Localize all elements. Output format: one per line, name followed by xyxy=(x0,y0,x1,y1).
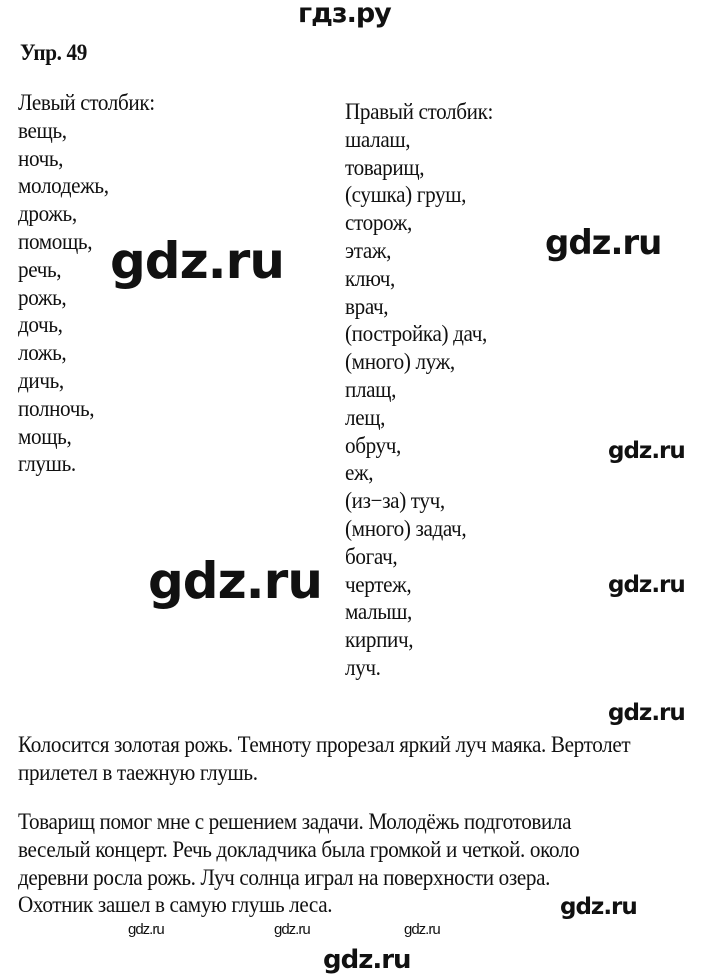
watermark: gdz.ru xyxy=(608,438,686,464)
list-item: вещь, xyxy=(18,117,67,143)
list-item: товарищ, xyxy=(345,154,425,180)
list-item: ключ, xyxy=(345,265,395,291)
paragraph-line: Колосится золотая рожь. Темноту прорезал… xyxy=(18,732,631,757)
list-item: молодежь, xyxy=(18,173,109,199)
list-item: луч. xyxy=(345,654,381,680)
list-item: обруч, xyxy=(345,432,401,458)
watermark: gdz.ru xyxy=(560,894,638,920)
paragraph-line: прилетел в таежную глушь. xyxy=(18,759,258,785)
list-item: (много) луж, xyxy=(345,349,455,375)
site-header: гдз.ру xyxy=(298,0,392,29)
list-item: глушь. xyxy=(18,451,76,477)
list-item: дичь, xyxy=(18,367,64,393)
paragraph-line: Товарищ помог мне с решением задачи. Мол… xyxy=(18,809,572,834)
left-column-list: вещь, ночь, молодежь, дрожь, помощь, речь, рож… xyxy=(18,117,155,478)
paragraph-line: деревни росла рожь. Луч солнца играл на … xyxy=(18,864,551,890)
watermark: gdz.ru xyxy=(608,572,686,598)
watermark: gdz.ru xyxy=(545,223,662,263)
list-item: (из−за) туч, xyxy=(345,488,445,514)
list-item: речь, xyxy=(18,256,62,282)
list-item: дочь, xyxy=(18,312,63,338)
list-item: кирпич, xyxy=(345,627,414,653)
paragraph-2: Товарищ помог мне с решением задачи. Мол… xyxy=(18,808,580,919)
list-item: чертеж, xyxy=(345,571,412,597)
list-item: еж, xyxy=(345,460,374,486)
list-item: врач, xyxy=(345,293,389,319)
list-item: (много) задач, xyxy=(345,515,467,541)
list-item: ночь, xyxy=(18,145,64,171)
watermark: gdz.ru xyxy=(323,945,412,975)
list-item: помощь, xyxy=(18,228,93,254)
list-item: шалаш, xyxy=(345,126,411,152)
watermark: gdz.ru xyxy=(608,700,686,726)
list-item: (сушка) груш, xyxy=(345,182,467,208)
watermark: gdz.ru xyxy=(110,232,285,290)
right-column: Правый столбик: шалаш, товарищ, (сушка) гр… xyxy=(345,98,493,682)
watermark: gdz.ru xyxy=(148,552,323,610)
list-item: этаж, xyxy=(345,237,392,263)
watermark: gdz.ru xyxy=(128,921,165,938)
list-item: лещ, xyxy=(345,404,386,430)
list-item: богач, xyxy=(345,543,398,569)
list-item: плащ, xyxy=(345,376,397,402)
list-item: сторож, xyxy=(345,210,412,236)
paragraph-1: Колосится золотая рожь. Темноту прорезал… xyxy=(18,731,631,787)
list-item: полночь, xyxy=(18,395,95,421)
watermark: gdz.ru xyxy=(404,921,441,938)
list-item: рожь, xyxy=(18,284,67,310)
list-item: дрожь, xyxy=(18,201,77,227)
right-column-list: шалаш, товарищ, (сушка) груш, сторож, этаж, к… xyxy=(345,126,493,682)
list-item: малыш, xyxy=(345,599,412,625)
left-column: Левый столбик: вещь, ночь, молодежь, дрожь,… xyxy=(18,89,155,478)
right-column-heading: Правый столбик: xyxy=(345,99,494,124)
paragraph-line: веселый концерт. Речь докладчика была гр… xyxy=(18,836,580,862)
exercise-title: Упр. 49 xyxy=(20,40,87,65)
list-item: мощь, xyxy=(18,423,72,449)
left-column-heading: Левый столбик: xyxy=(18,90,155,115)
list-item: (постройка) дач, xyxy=(345,321,487,347)
list-item: ложь, xyxy=(18,340,67,366)
watermark: gdz.ru xyxy=(274,921,311,938)
paragraph-line: Охотник зашел в самую глушь леса. xyxy=(18,892,333,918)
